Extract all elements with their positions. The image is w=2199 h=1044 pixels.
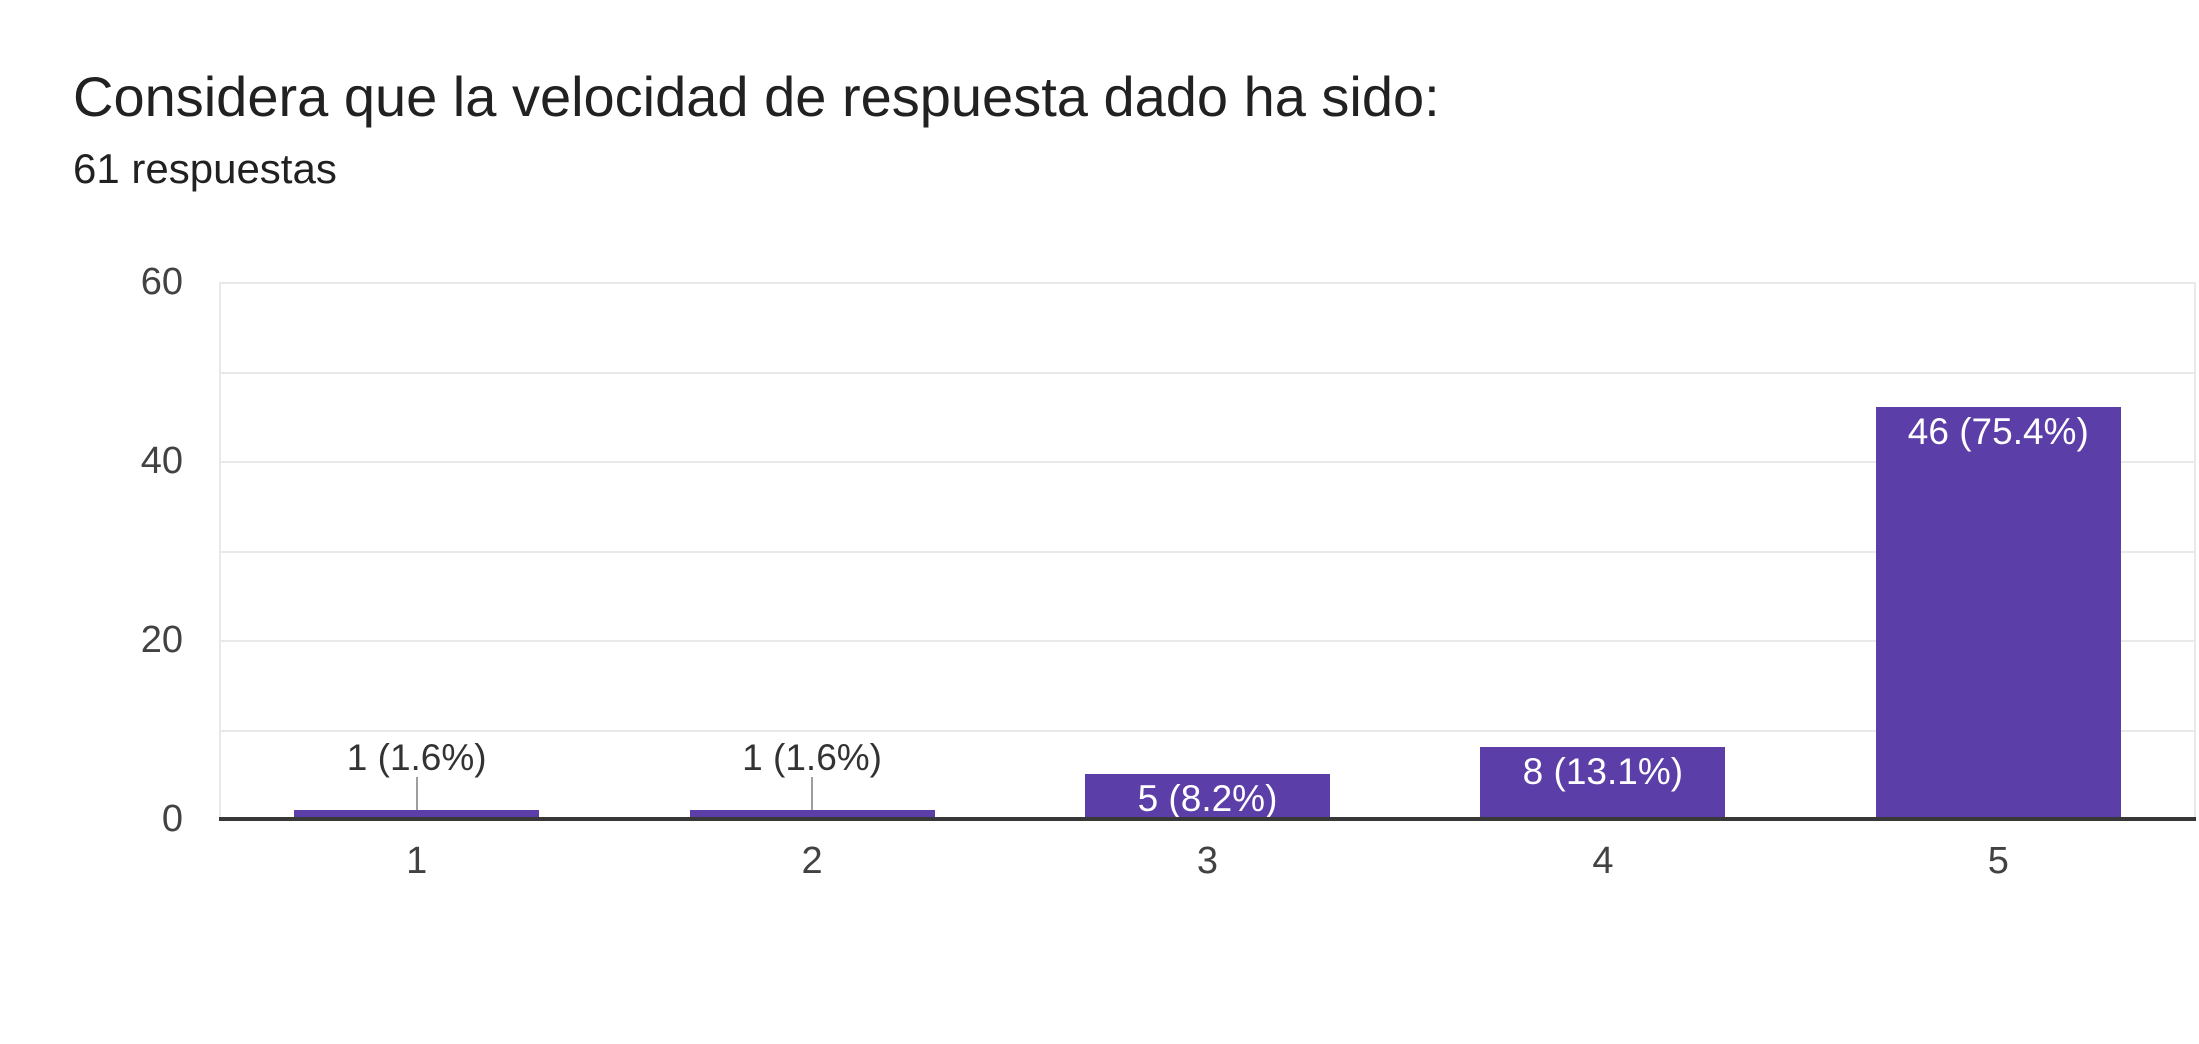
bar	[689, 810, 935, 819]
bar-value-label: 5 (8.2%)	[1137, 778, 1278, 820]
plot-area: 60 40 20 0 1 (1.6%) 1 (1.6%) 5 (8.2%) 8 (13.1%…	[141, 263, 2196, 882]
question-title: Considera que la velocidad de respuesta …	[73, 65, 1440, 128]
bar-value-label: 46 (75.4%)	[1907, 411, 2089, 453]
bar-value-label: 8 (13.1%)	[1522, 751, 1684, 793]
bar: 46 (75.4%)	[1875, 407, 2121, 819]
y-tick-label: 40	[140, 440, 183, 482]
label-leader-line	[415, 777, 418, 811]
gridline	[219, 461, 2196, 463]
x-tick-label: 3	[1196, 840, 1219, 882]
y-tick-label: 20	[140, 619, 183, 661]
bar: 5 (8.2%)	[1084, 774, 1331, 819]
gridline	[219, 371, 2196, 374]
label-leader-line	[811, 777, 814, 811]
x-tick-label: 5	[1987, 840, 2009, 882]
response-count: 61 respuestas	[73, 145, 337, 192]
x-tick-label: 1	[406, 840, 428, 882]
gridline	[219, 640, 2196, 642]
gridline	[219, 282, 2196, 284]
y-tick-label: 0	[161, 798, 183, 840]
bar-value-label: 1 (1.6%)	[742, 737, 883, 779]
x-axis-line	[219, 817, 2196, 821]
x-tick-label: 2	[801, 840, 823, 882]
bar	[294, 810, 540, 819]
y-tick-label: 60	[140, 261, 183, 303]
gridline	[219, 550, 2196, 553]
bar-value-label: 1 (1.6%)	[346, 737, 487, 779]
x-tick-label: 4	[1592, 840, 1614, 882]
bar: 8 (13.1%)	[1480, 747, 1726, 819]
gridline	[219, 729, 2196, 732]
